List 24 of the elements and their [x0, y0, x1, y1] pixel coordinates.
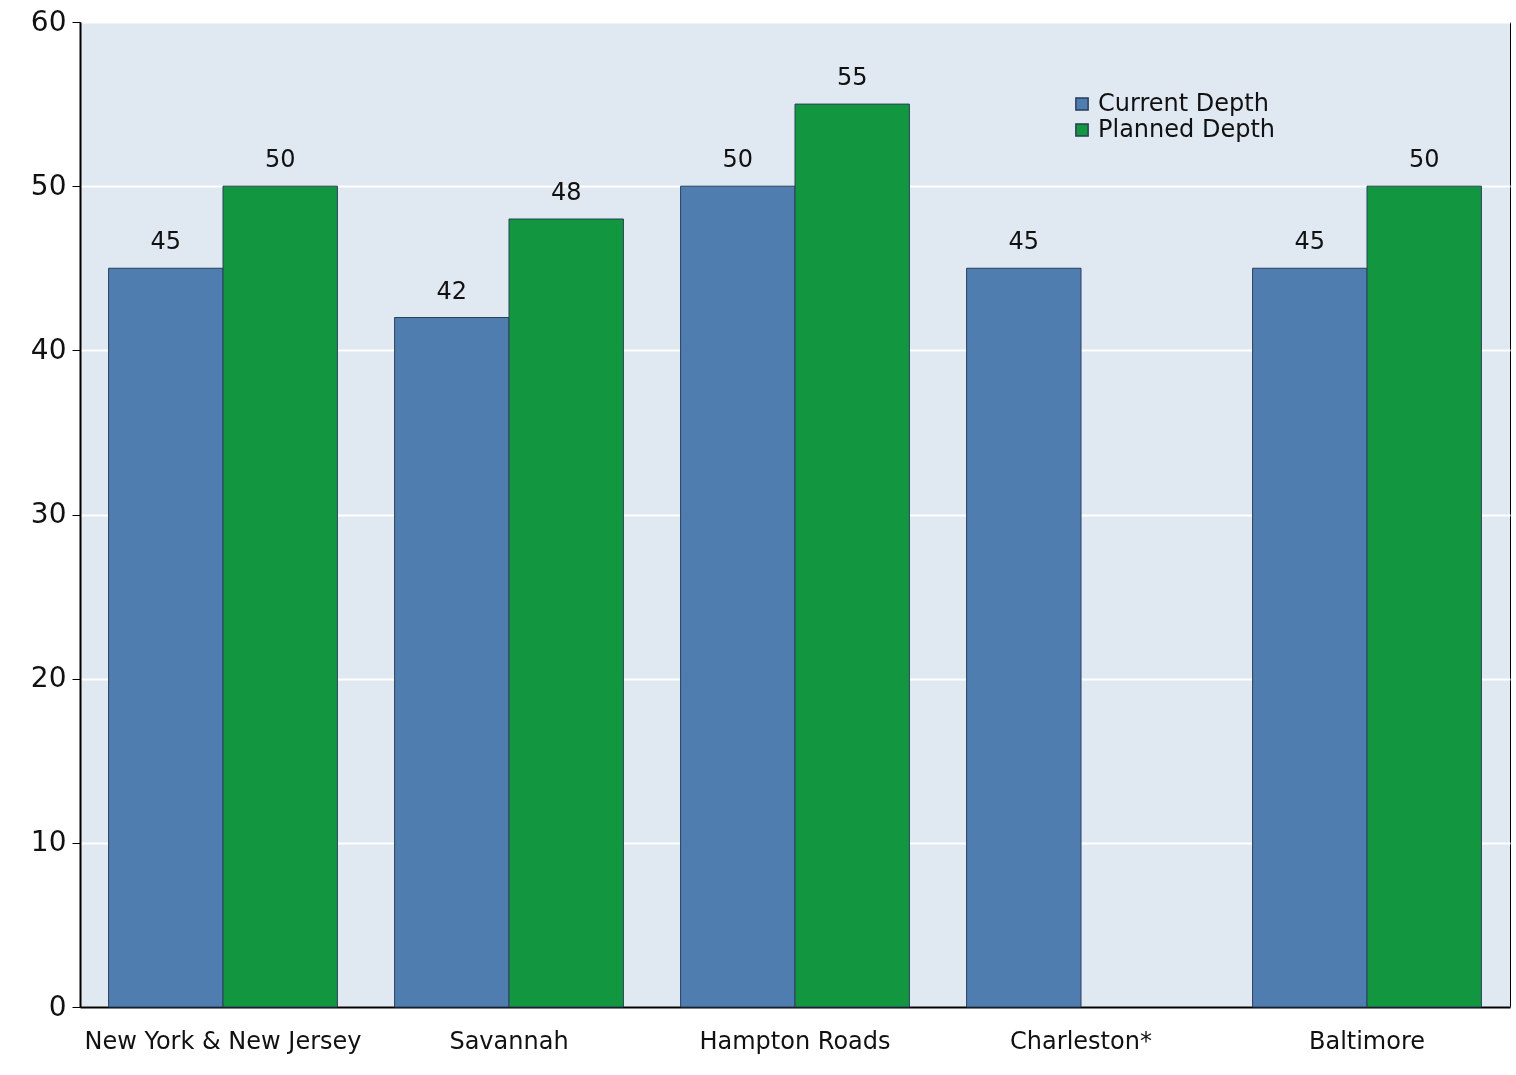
x-tick-label: New York & New Jersey [84, 1026, 362, 1055]
legend-label: Planned Depth [1098, 115, 1275, 143]
data-label: 55 [836, 63, 868, 92]
data-label: 45 [150, 227, 182, 256]
data-label: 50 [722, 145, 754, 174]
x-tick-label: Charleston* [1010, 1026, 1152, 1055]
y-tick-label: 0 [48, 989, 67, 1023]
y-tick-label: 20 [30, 661, 67, 695]
x-tick-label: Hampton Roads [699, 1026, 891, 1055]
data-label: 50 [264, 145, 296, 174]
data-label: 50 [1408, 145, 1440, 174]
data-label: 48 [550, 178, 582, 206]
legend-label: Current Depth [1098, 89, 1269, 117]
y-tick-label: 30 [30, 497, 67, 530]
data-label: 45 [1294, 227, 1326, 256]
x-tick-label: Savannah [449, 1026, 569, 1055]
y-tick-label: 60 [30, 4, 67, 38]
y-tick-label: 40 [30, 332, 67, 366]
x-tick-label: Baltimore [1308, 1026, 1426, 1055]
y-tick-label: 50 [30, 168, 67, 202]
bar [966, 267, 1082, 1008]
data-label: 45 [1008, 227, 1040, 256]
data-label: 42 [436, 276, 468, 305]
y-tick-label: 10 [30, 825, 67, 859]
